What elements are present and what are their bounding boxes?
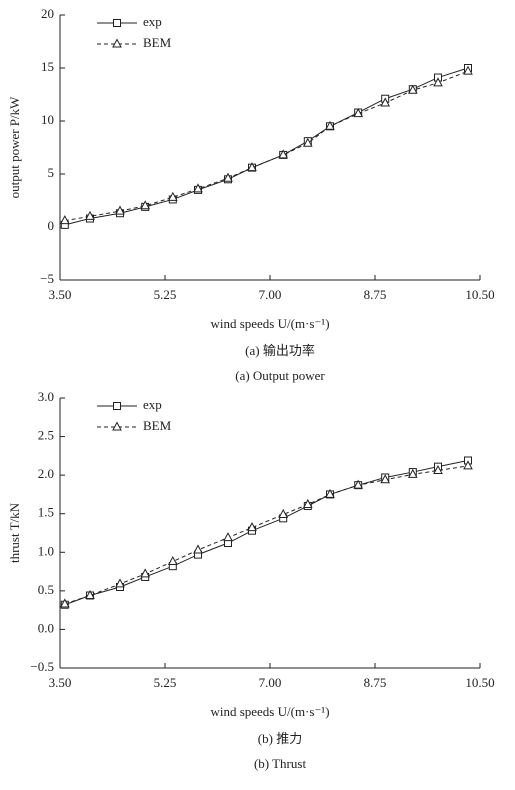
marker-triangle: [278, 508, 289, 518]
marker-triangle: [140, 200, 151, 210]
x-tick-label: 8.75: [364, 675, 387, 690]
marker-triangle: [85, 210, 95, 220]
marker-triangle: [278, 149, 289, 159]
series-line: [64, 465, 469, 605]
marker-triangle: [223, 532, 233, 542]
marker-triangle: [407, 468, 418, 478]
marker-square: [113, 402, 121, 410]
marker-triangle: [463, 460, 473, 470]
marker-triangle: [59, 598, 70, 608]
y-tick-label: 0: [48, 218, 55, 233]
series-line: [64, 67, 469, 226]
marker-triangle: [353, 479, 364, 489]
marker-triangle: [193, 183, 203, 193]
y-tick-label: −5: [40, 271, 54, 286]
y-tick-label: 5: [48, 165, 55, 180]
marker-triangle: [85, 589, 95, 599]
caption-cn: (b) 推力: [258, 731, 302, 746]
y-tick-label: 2.0: [38, 466, 54, 481]
marker-triangle: [433, 77, 443, 87]
x-tick-label: 5.25: [154, 287, 177, 302]
marker-triangle: [325, 488, 335, 498]
marker-triangle: [353, 108, 364, 118]
caption-en: (a) Output power: [235, 368, 325, 383]
marker-triangle: [112, 421, 122, 431]
x-tick-label: 8.75: [364, 287, 387, 302]
x-tick-label: 7.00: [259, 287, 282, 302]
marker-triangle: [193, 544, 203, 554]
marker-triangle: [140, 568, 151, 578]
x-tick-label: 7.00: [259, 675, 282, 690]
legend-label: BEM: [143, 35, 172, 50]
marker-triangle: [115, 205, 125, 215]
x-tick-label: 5.25: [154, 675, 177, 690]
marker-triangle: [463, 65, 473, 75]
caption-cn: (a) 输出功率: [245, 343, 315, 358]
x-tick-label: 3.50: [49, 287, 72, 302]
legend-label: BEM: [143, 418, 172, 433]
y-tick-label: 20: [41, 6, 54, 21]
marker-triangle: [112, 38, 122, 48]
series-line: [64, 459, 469, 606]
marker-triangle: [59, 215, 70, 225]
legend-label: exp: [143, 14, 162, 29]
y-tick-label: 10: [41, 112, 54, 127]
y-tick-label: 2.5: [38, 428, 54, 443]
series-line: [64, 70, 469, 222]
legend-label: exp: [143, 397, 162, 412]
marker-triangle: [247, 522, 257, 532]
marker-triangle: [302, 137, 313, 147]
marker-square: [113, 19, 121, 27]
marker-triangle: [380, 97, 391, 107]
y-tick-label: 15: [41, 59, 54, 74]
marker-triangle: [380, 474, 391, 484]
marker-triangle: [433, 464, 443, 475]
y-tick-label: 0.0: [38, 620, 54, 635]
x-tick-label: 10.50: [465, 287, 494, 302]
x-tick-label: 10.50: [465, 675, 494, 690]
marker-triangle: [115, 578, 125, 588]
y-axis-label: thrust T/kN: [7, 502, 22, 563]
marker-triangle: [325, 120, 335, 130]
marker-triangle: [407, 84, 418, 94]
y-tick-label: 1.5: [38, 505, 54, 520]
marker-triangle: [302, 498, 313, 508]
y-tick-label: −0.5: [30, 659, 54, 674]
y-tick-label: 0.5: [38, 582, 54, 597]
y-tick-label: 1.0: [38, 543, 54, 558]
marker-triangle: [167, 191, 178, 201]
marker-triangle: [167, 555, 178, 566]
marker-triangle: [247, 162, 257, 172]
x-tick-label: 3.50: [49, 675, 72, 690]
y-axis-label: output power P/kW: [7, 96, 22, 199]
caption-en: (b) Thrust: [254, 756, 307, 771]
x-axis-label: wind speeds U/(m·s⁻¹): [210, 316, 329, 331]
y-tick-label: 3.0: [38, 389, 54, 404]
x-axis-label: wind speeds U/(m·s⁻¹): [210, 704, 329, 719]
marker-triangle: [223, 172, 233, 182]
